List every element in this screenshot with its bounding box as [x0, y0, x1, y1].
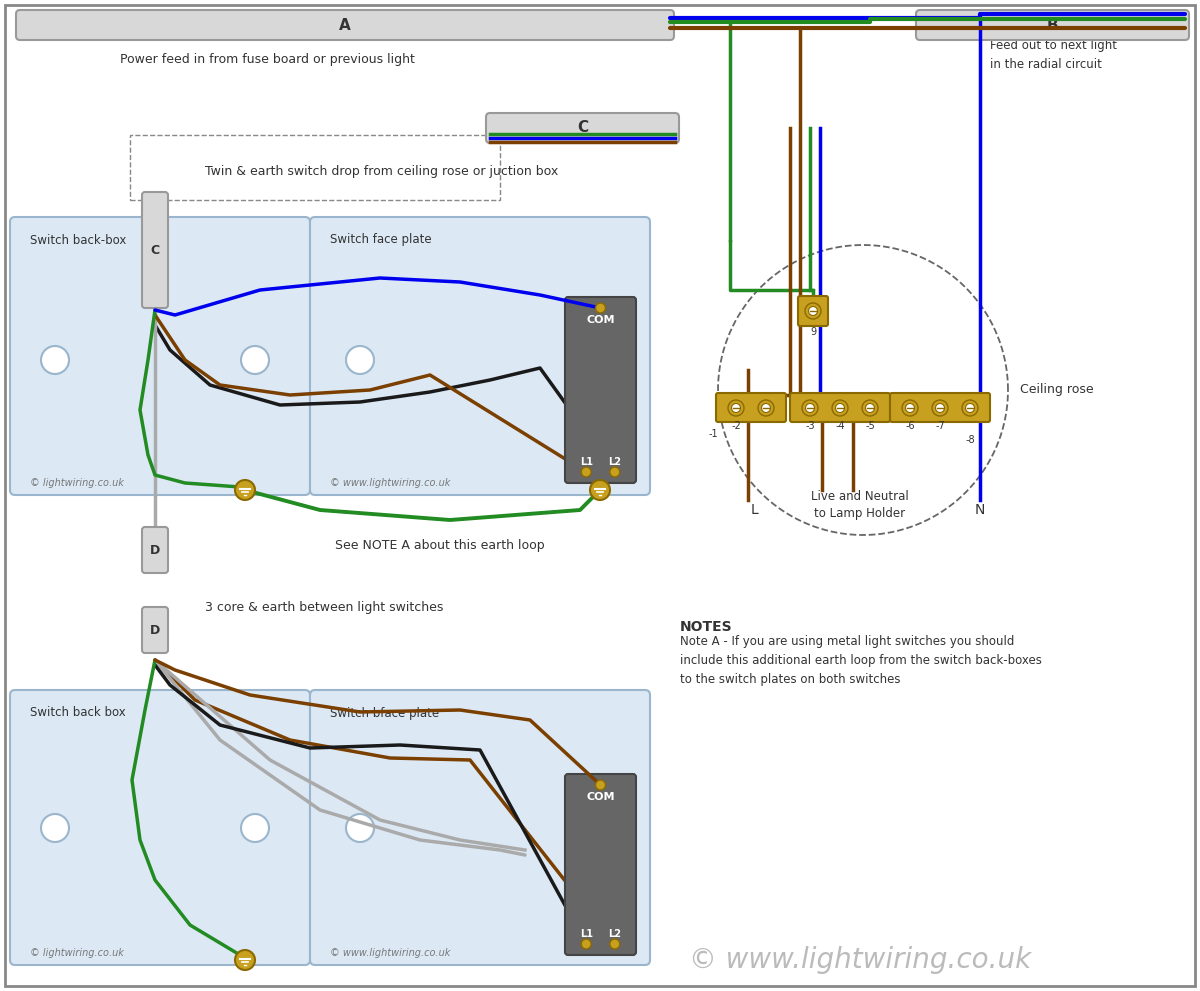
Circle shape [809, 306, 817, 315]
FancyBboxPatch shape [486, 113, 679, 143]
Circle shape [728, 400, 744, 416]
Text: D: D [150, 543, 160, 557]
Circle shape [962, 400, 978, 416]
FancyBboxPatch shape [10, 217, 310, 495]
Text: Switch back box: Switch back box [30, 707, 126, 719]
Text: © www.lightwiring.co.uk: © www.lightwiring.co.uk [330, 948, 450, 958]
FancyBboxPatch shape [142, 607, 168, 653]
Circle shape [832, 400, 848, 416]
Circle shape [805, 303, 821, 319]
Text: C: C [577, 121, 588, 136]
Text: N: N [974, 503, 985, 517]
Text: D: D [150, 623, 160, 636]
Circle shape [966, 403, 974, 412]
Circle shape [235, 950, 256, 970]
Circle shape [590, 480, 610, 500]
Circle shape [610, 467, 619, 477]
Text: © lightwiring.co.uk: © lightwiring.co.uk [30, 948, 124, 958]
Circle shape [802, 400, 818, 416]
Circle shape [41, 814, 70, 842]
Circle shape [241, 346, 269, 374]
Circle shape [732, 403, 740, 412]
Text: © www.lightwiring.co.uk: © www.lightwiring.co.uk [689, 946, 1031, 974]
Text: Ceiling rose: Ceiling rose [1020, 384, 1093, 396]
FancyBboxPatch shape [10, 690, 310, 965]
Text: -4: -4 [835, 421, 845, 431]
Circle shape [581, 467, 592, 477]
Text: -1: -1 [708, 429, 718, 439]
Circle shape [835, 403, 845, 412]
Text: COM: COM [587, 315, 614, 325]
FancyBboxPatch shape [565, 297, 636, 483]
Circle shape [346, 814, 374, 842]
Circle shape [902, 400, 918, 416]
Circle shape [586, 346, 614, 374]
FancyBboxPatch shape [16, 10, 674, 40]
Text: Note A - If you are using metal light switches you should
include this additiona: Note A - If you are using metal light sw… [680, 635, 1042, 686]
Text: COM: COM [587, 792, 614, 802]
Circle shape [805, 403, 815, 412]
FancyBboxPatch shape [798, 296, 828, 326]
Text: Switch back-box: Switch back-box [30, 234, 126, 247]
Text: L1: L1 [580, 929, 593, 939]
Text: B: B [1046, 18, 1058, 33]
Text: See NOTE A about this earth loop: See NOTE A about this earth loop [335, 538, 545, 552]
Circle shape [235, 480, 256, 500]
Circle shape [241, 814, 269, 842]
Text: A: A [340, 18, 350, 33]
FancyBboxPatch shape [790, 393, 890, 422]
Text: -5: -5 [865, 421, 875, 431]
Text: L2: L2 [608, 929, 622, 939]
FancyBboxPatch shape [142, 192, 168, 308]
FancyBboxPatch shape [310, 690, 650, 965]
Text: 3 core & earth between light switches: 3 core & earth between light switches [205, 602, 443, 614]
Text: -3: -3 [805, 421, 815, 431]
Circle shape [595, 780, 606, 790]
Text: -6: -6 [905, 421, 914, 431]
FancyBboxPatch shape [916, 10, 1189, 40]
Circle shape [41, 346, 70, 374]
Circle shape [862, 400, 878, 416]
Circle shape [936, 403, 944, 412]
Text: © lightwiring.co.uk: © lightwiring.co.uk [30, 478, 124, 488]
Text: 9: 9 [810, 327, 816, 337]
FancyBboxPatch shape [890, 393, 990, 422]
Circle shape [906, 403, 914, 412]
Circle shape [610, 939, 619, 949]
Circle shape [586, 814, 614, 842]
Circle shape [865, 403, 875, 412]
Circle shape [932, 400, 948, 416]
Text: L1: L1 [580, 457, 593, 467]
Text: Switch bface plate: Switch bface plate [330, 707, 439, 719]
Text: NOTES: NOTES [680, 620, 733, 634]
Text: Twin & earth switch drop from ceiling rose or juction box: Twin & earth switch drop from ceiling ro… [205, 165, 558, 178]
Text: -2: -2 [731, 421, 740, 431]
Text: Feed out to next light
in the radial circuit: Feed out to next light in the radial cir… [990, 40, 1117, 70]
Text: Switch face plate: Switch face plate [330, 234, 432, 247]
FancyBboxPatch shape [565, 774, 636, 955]
Text: -8: -8 [965, 435, 974, 445]
Circle shape [346, 346, 374, 374]
Circle shape [581, 939, 592, 949]
Text: Power feed in from fuse board or previous light: Power feed in from fuse board or previou… [120, 54, 415, 66]
FancyBboxPatch shape [142, 527, 168, 573]
FancyBboxPatch shape [310, 217, 650, 495]
Text: L: L [751, 503, 758, 517]
Circle shape [762, 403, 770, 412]
Text: Live and Neutral
to Lamp Holder: Live and Neutral to Lamp Holder [811, 490, 908, 520]
Text: L2: L2 [608, 457, 622, 467]
Circle shape [595, 303, 606, 313]
FancyBboxPatch shape [716, 393, 786, 422]
Text: -7: -7 [935, 421, 944, 431]
Text: © www.lightwiring.co.uk: © www.lightwiring.co.uk [330, 478, 450, 488]
Text: C: C [150, 244, 160, 257]
Circle shape [758, 400, 774, 416]
